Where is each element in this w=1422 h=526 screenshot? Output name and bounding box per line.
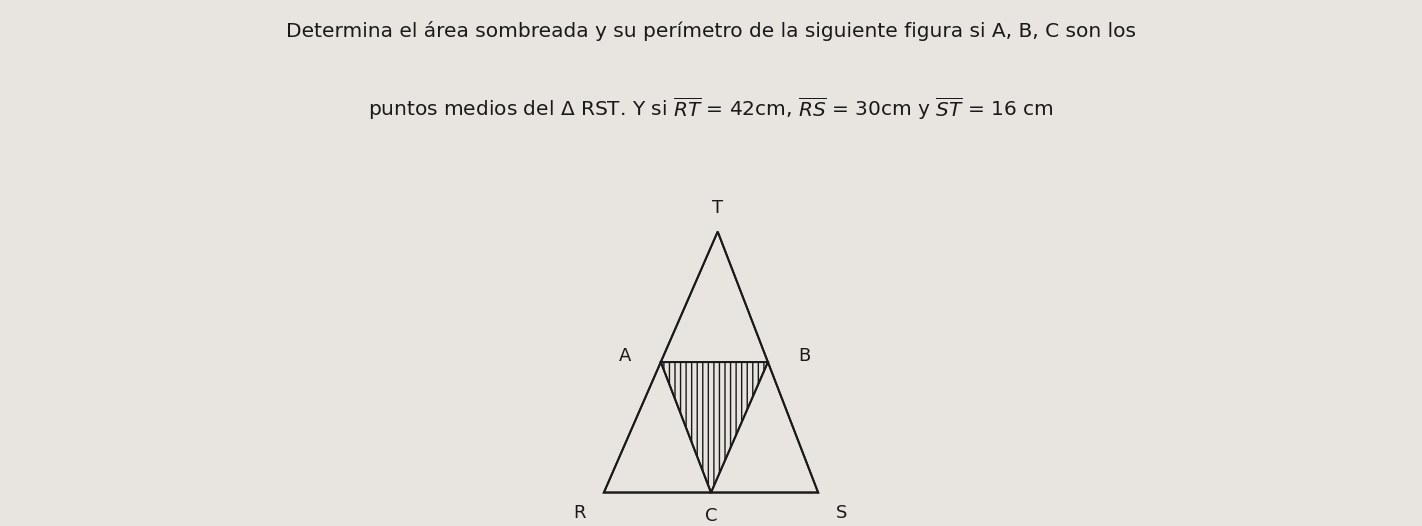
Text: T: T (712, 199, 724, 217)
Text: R: R (573, 504, 586, 522)
Text: Determina el área sombreada y su perímetro de la siguiente figura si A, B, C son: Determina el área sombreada y su perímet… (286, 21, 1136, 41)
Text: puntos medios del Δ RST. Y si $\overline{RT}$ = 42cm, $\overline{RS}$ = 30cm y $: puntos medios del Δ RST. Y si $\overline… (368, 95, 1054, 122)
Text: B: B (798, 347, 811, 365)
Text: C: C (705, 507, 717, 525)
Text: S: S (836, 504, 848, 522)
Text: A: A (619, 347, 631, 365)
